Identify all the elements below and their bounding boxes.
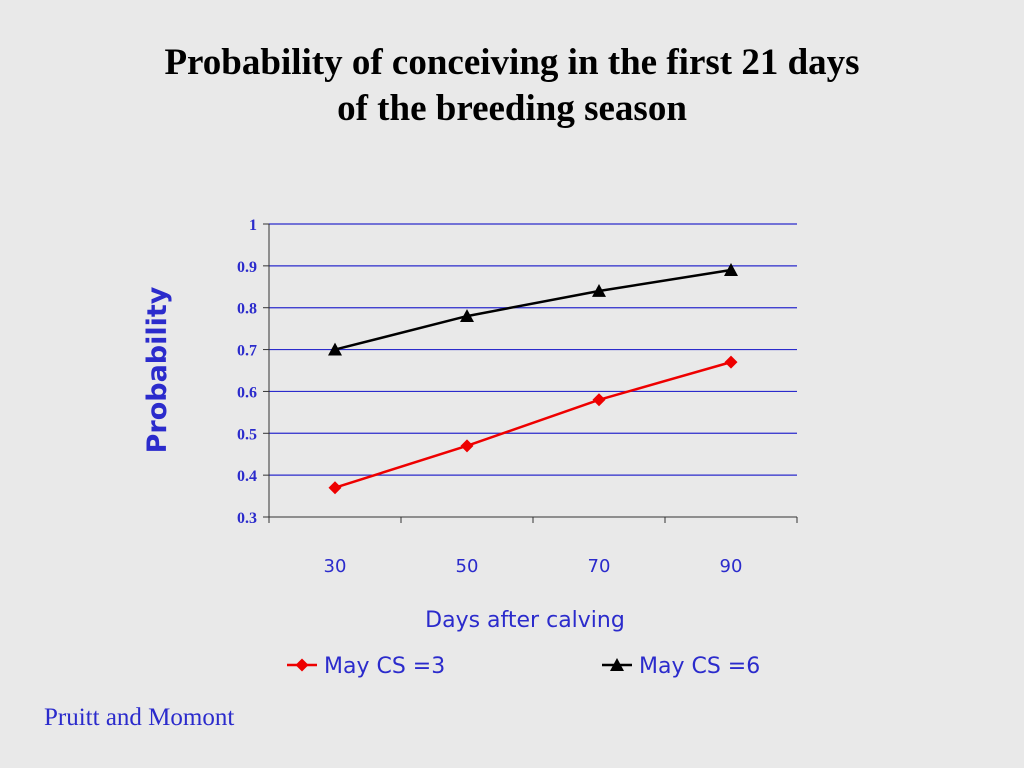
y-tick-label: 0.4 <box>237 468 257 485</box>
legend-label: May CS =3 <box>324 654 445 679</box>
diamond-marker <box>328 481 342 495</box>
y-tick-label: 0.7 <box>237 343 257 360</box>
data-series <box>328 263 738 495</box>
diamond-marker <box>460 439 474 453</box>
source-credit: Pruitt and Momont <box>44 704 235 731</box>
data-point <box>592 393 606 407</box>
gridlines <box>263 223 798 523</box>
series-1 <box>328 355 738 495</box>
legend-label: May CS =6 <box>639 654 760 679</box>
series-2 <box>328 263 738 356</box>
x-tick-labels: 30 50 70 90 <box>324 556 743 577</box>
x-tick-label: 50 <box>456 556 479 577</box>
data-point <box>724 263 738 276</box>
triangle-marker <box>724 263 738 276</box>
triangle-marker <box>592 283 606 297</box>
x-tick-label: 30 <box>324 556 347 577</box>
x-axis-title: Days after calving <box>425 608 625 633</box>
legend-item-1: May CS =3 <box>287 654 445 679</box>
slide-title-line-2: of the breeding season <box>337 88 687 129</box>
data-point <box>460 439 474 453</box>
y-axis-title: Probability <box>142 286 173 453</box>
data-point <box>328 342 342 356</box>
x-tick-label: 90 <box>720 556 743 577</box>
y-tick-label: 0.5 <box>237 426 257 443</box>
diamond-marker <box>592 393 606 407</box>
y-tick-label: 0.6 <box>237 384 257 401</box>
triangle-marker <box>610 658 624 671</box>
y-tick-label: 0.8 <box>237 301 257 318</box>
series-line <box>334 360 732 489</box>
triangle-marker <box>460 309 474 323</box>
data-point <box>592 283 606 297</box>
y-tick-label: 0.3 <box>237 510 257 527</box>
x-tick-label: 70 <box>588 556 611 577</box>
slide-title-line-1: Probability of conceiving in the first 2… <box>164 42 860 83</box>
triangle-marker <box>328 342 342 356</box>
diamond-marker <box>724 355 738 369</box>
legend-item-2: May CS =6 <box>602 654 760 679</box>
series-line <box>334 268 732 351</box>
legend: May CS =3 May CS =6 <box>287 654 760 679</box>
diamond-marker <box>295 658 309 672</box>
slide-title: Probability of conceiving in the first 2… <box>62 40 962 132</box>
axes <box>268 224 797 518</box>
y-tick-label: 1 <box>249 217 257 234</box>
y-tick-label: 0.9 <box>237 259 257 276</box>
y-tick-labels: 0.3 0.4 0.5 0.6 0.7 0.8 0.9 1 <box>237 217 257 527</box>
data-point <box>460 309 474 323</box>
data-point <box>328 481 342 495</box>
data-point <box>724 355 738 369</box>
